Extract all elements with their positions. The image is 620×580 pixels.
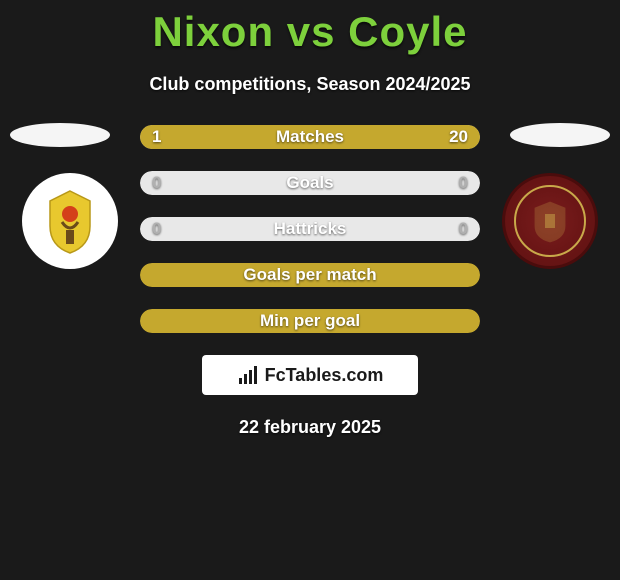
stat-row: Min per goal xyxy=(140,309,480,333)
stat-value-left: 0 xyxy=(152,171,161,195)
brand-badge: FcTables.com xyxy=(202,355,418,395)
brand-text: FcTables.com xyxy=(265,365,384,386)
stat-row: Hattricks0 0 xyxy=(140,217,480,241)
content-area: Matches120Goals00Hattricks00Goals per ma… xyxy=(0,125,620,333)
stat-value-left: 0 xyxy=(152,217,161,241)
stat-bar-track: Hattricks0 0 xyxy=(140,217,480,241)
stat-row: Goals per match xyxy=(140,263,480,287)
club-crest-right-icon xyxy=(514,185,586,257)
brand-chart-icon xyxy=(237,364,259,386)
stat-bar-track: Goals0 0 xyxy=(140,171,480,195)
stat-value-left: 1 xyxy=(152,125,161,149)
stat-value-right: 0 xyxy=(459,171,468,195)
stat-bars: Matches120Goals00Hattricks00Goals per ma… xyxy=(140,125,480,333)
stat-row: Goals0 0 xyxy=(140,171,480,195)
stat-label: Matches xyxy=(140,125,480,149)
stat-value-right: 20 xyxy=(449,125,468,149)
stat-bar-track: Matches1 20 xyxy=(140,125,480,149)
comparison-title: Nixon vs Coyle xyxy=(0,0,620,56)
country-flag-right xyxy=(510,123,610,147)
country-flag-left xyxy=(10,123,110,147)
stat-label: Hattricks xyxy=(140,217,480,241)
club-crest-left-icon xyxy=(35,186,105,256)
stat-label: Goals per match xyxy=(140,263,480,287)
stat-label: Min per goal xyxy=(140,309,480,333)
stat-label: Goals xyxy=(140,171,480,195)
stat-bar-track: Goals per match xyxy=(140,263,480,287)
comparison-subtitle: Club competitions, Season 2024/2025 xyxy=(0,74,620,95)
footer-date: 22 february 2025 xyxy=(0,417,620,438)
club-logo-left xyxy=(22,173,118,269)
club-logo-right xyxy=(502,173,598,269)
stat-bar-track: Min per goal xyxy=(140,309,480,333)
stat-row: Matches1 20 xyxy=(140,125,480,149)
stat-value-right: 0 xyxy=(459,217,468,241)
